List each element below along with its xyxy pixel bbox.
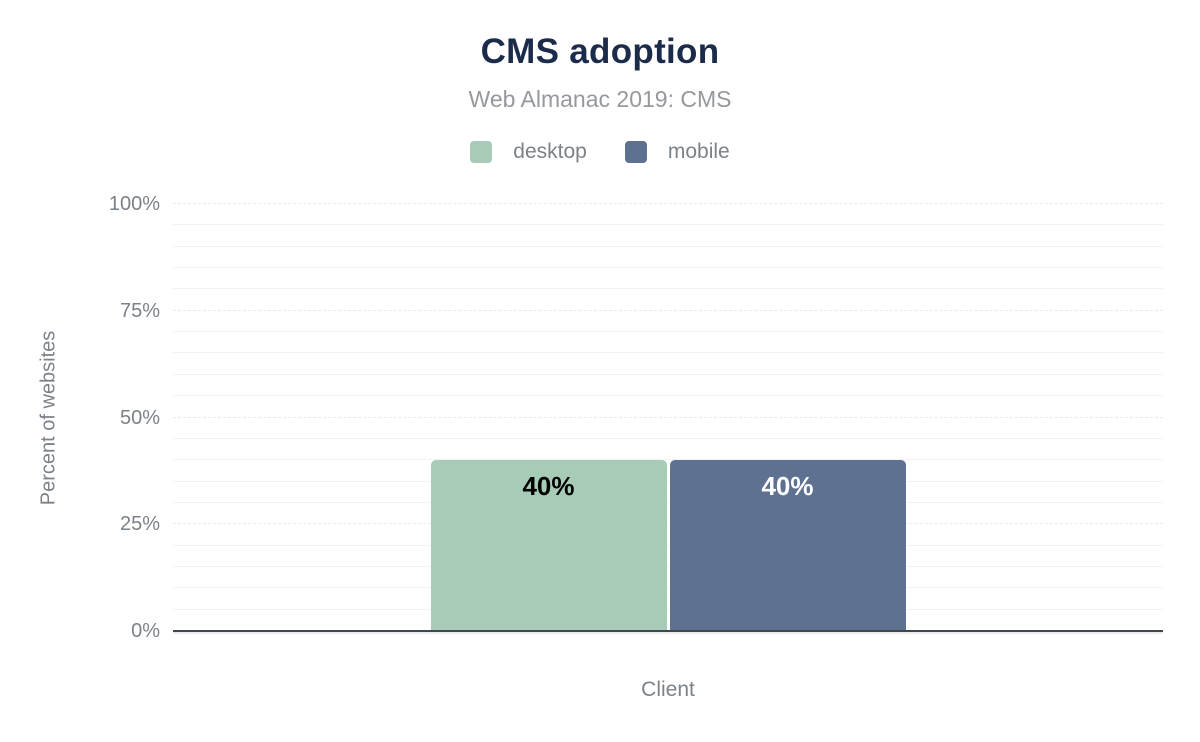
legend-label-desktop: desktop — [513, 140, 587, 163]
bar-value-label-desktop: 40% — [522, 471, 575, 502]
chart-title: CMS adoption — [480, 32, 720, 71]
gridline — [173, 416, 1163, 418]
desktop-swatch-icon — [470, 141, 493, 163]
gridline — [173, 309, 1163, 311]
gridline — [173, 224, 1163, 226]
gridline — [173, 352, 1163, 354]
gridline — [173, 501, 1163, 503]
bars-group: 40% 40% — [173, 204, 1163, 631]
plot-area: 40% 40% — [173, 203, 1163, 632]
mobile-swatch-icon — [624, 141, 647, 163]
x-axis-title: Client — [641, 678, 695, 701]
gridline — [173, 565, 1163, 567]
bar-mobile: 40% — [669, 460, 906, 631]
gridline — [173, 331, 1163, 333]
gridline — [173, 267, 1163, 269]
y-tick-label: 25% — [119, 513, 160, 536]
gridline — [173, 480, 1163, 482]
y-tick-label: 50% — [119, 406, 160, 429]
gridline — [173, 373, 1163, 375]
gridline — [173, 437, 1163, 439]
gridline — [173, 544, 1163, 546]
gridline — [173, 523, 1163, 525]
legend-label-mobile: mobile — [667, 140, 730, 163]
chart-subtitle: Web Almanac 2019: CMS — [468, 86, 732, 112]
legend: desktop mobile — [0, 140, 1200, 164]
gridline — [173, 245, 1163, 247]
legend-item-mobile: mobile — [624, 140, 730, 164]
bar-value-label-mobile: 40% — [761, 471, 814, 502]
gridline — [173, 608, 1163, 610]
bar-desktop: 40% — [430, 460, 667, 631]
gridline — [173, 288, 1163, 290]
gridline — [173, 203, 1163, 204]
x-axis-line — [173, 630, 1163, 632]
y-tick-label: 100% — [108, 193, 160, 215]
gridline — [173, 395, 1163, 397]
y-tick-label: 0% — [131, 620, 160, 642]
y-tick-label: 75% — [119, 299, 160, 322]
gridline — [173, 459, 1163, 461]
legend-item-desktop: desktop — [470, 140, 587, 164]
gridline — [173, 587, 1163, 589]
y-axis-ticks: 0% 25% 50% 75% 100% — [0, 194, 160, 641]
